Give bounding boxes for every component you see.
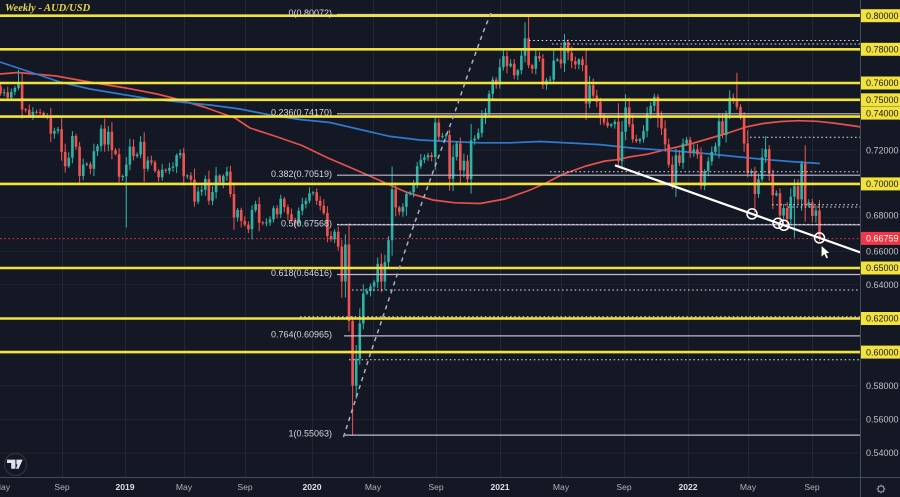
svg-text:0.64000: 0.64000 <box>866 280 899 290</box>
svg-text:0.382(0.70519): 0.382(0.70519) <box>271 169 332 179</box>
svg-text:May: May <box>0 482 11 492</box>
svg-text:2019: 2019 <box>115 482 134 492</box>
svg-text:0.80000: 0.80000 <box>866 11 899 21</box>
svg-text:0.76000: 0.76000 <box>866 78 899 88</box>
svg-text:May: May <box>553 482 570 492</box>
svg-text:0.66759: 0.66759 <box>866 234 899 244</box>
svg-text:0.70000: 0.70000 <box>866 179 899 189</box>
svg-text:0.618(0.64616): 0.618(0.64616) <box>271 268 332 278</box>
svg-text:Sep: Sep <box>428 482 444 492</box>
svg-text:Sep: Sep <box>237 482 253 492</box>
svg-text:0.68000: 0.68000 <box>866 211 899 221</box>
svg-text:0(0.80072): 0(0.80072) <box>288 8 332 18</box>
svg-text:0.5(0.67568): 0.5(0.67568) <box>281 218 332 228</box>
svg-text:0.60000: 0.60000 <box>866 347 899 357</box>
svg-text:1(0.55063): 1(0.55063) <box>288 429 332 439</box>
svg-text:0.58000: 0.58000 <box>866 381 899 391</box>
svg-text:0.74000: 0.74000 <box>866 108 899 118</box>
svg-text:0.236(0.74170): 0.236(0.74170) <box>271 107 332 117</box>
svg-text:0.72000: 0.72000 <box>866 146 899 156</box>
svg-text:Sep: Sep <box>616 482 632 492</box>
svg-text:0.56000: 0.56000 <box>866 415 899 425</box>
svg-text:May: May <box>176 482 193 492</box>
svg-text:0.62000: 0.62000 <box>866 314 899 324</box>
svg-text:0.65000: 0.65000 <box>866 263 899 273</box>
svg-text:2021: 2021 <box>490 482 509 492</box>
svg-text:Sep: Sep <box>804 482 820 492</box>
svg-text:Sep: Sep <box>54 482 70 492</box>
svg-text:0.54000: 0.54000 <box>866 448 899 458</box>
svg-text:0.764(0.60965): 0.764(0.60965) <box>271 330 332 340</box>
svg-text:2020: 2020 <box>302 482 321 492</box>
svg-text:0.78000: 0.78000 <box>866 45 899 55</box>
svg-text:0.66000: 0.66000 <box>866 246 899 256</box>
svg-text:May: May <box>740 482 757 492</box>
svg-text:2022: 2022 <box>678 482 697 492</box>
svg-text:0.75000: 0.75000 <box>866 95 899 105</box>
svg-text:May: May <box>365 482 382 492</box>
svg-text:Weekly - AUD/USD: Weekly - AUD/USD <box>5 3 91 14</box>
